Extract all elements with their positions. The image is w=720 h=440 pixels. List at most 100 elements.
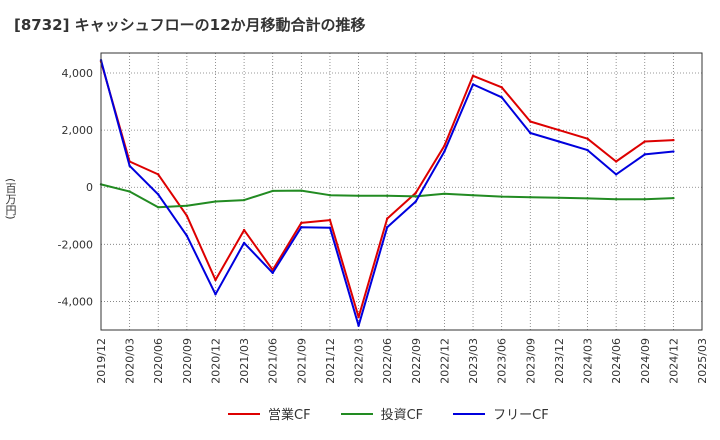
data-point-investing-cf [614,198,618,201]
data-point-free-cf [672,150,675,153]
data-point-operating-cf [672,138,675,142]
data-point-free-cf [500,96,503,99]
data-point-free-cf [242,241,246,245]
data-point-operating-cf [385,217,389,220]
y-tick-label: -2,000 [58,238,93,251]
data-point-operating-cf [157,173,160,176]
data-point-free-cf [471,83,475,86]
data-point-free-cf [185,234,189,237]
data-point-investing-cf [471,194,475,197]
data-point-investing-cf [300,189,303,192]
legend-item-investing-cf: 投資CF [340,404,424,423]
data-point-investing-cf [271,189,274,193]
data-point-investing-cf [385,194,389,197]
legend-label-investing-cf: 投資CF [380,408,424,423]
data-point-free-cf [300,225,303,229]
legend-swatch-operating-cf [228,412,260,415]
y-tick-label: -4,000 [58,295,93,308]
x-tick-label: 2022/06 [381,338,394,384]
data-point-investing-cf [414,195,418,198]
x-tick-label: 2022/03 [353,338,366,384]
data-point-free-cf [643,153,646,156]
x-tick-label: 2024/12 [667,338,680,384]
data-point-operating-cf [586,137,589,140]
data-point-investing-cf [586,197,589,200]
legend-swatch-free-cf [453,412,486,415]
x-tick-label: 2021/09 [295,338,308,384]
data-point-investing-cf [500,195,503,198]
series-line-free-cf [100,59,674,327]
x-tick-label: 2020/09 [181,338,194,384]
x-tick-label: 2021/06 [267,338,280,384]
data-point-operating-cf [214,278,217,282]
data-point-investing-cf [557,196,561,199]
data-point-operating-cf [643,140,646,143]
data-point-investing-cf [185,204,189,207]
data-point-free-cf [557,140,561,143]
x-tick-label: 2022/12 [438,338,451,384]
data-point-investing-cf [157,206,160,209]
legend-label-free-cf: フリーCF [493,408,549,423]
data-point-free-cf [214,293,217,296]
x-tick-label: 2024/09 [639,338,652,384]
x-tick-label: 2020/03 [124,338,137,384]
data-point-free-cf [328,226,332,229]
y-axis-label: (百万円) [4,178,17,220]
x-tick-label: 2022/09 [410,338,423,384]
data-point-operating-cf [557,128,561,132]
plot-frame [100,52,703,331]
data-point-investing-cf [357,194,360,197]
data-point-operating-cf [242,228,246,232]
data-point-operating-cf [357,315,360,319]
data-point-investing-cf [672,196,675,200]
x-tick-label: 2019/12 [95,338,108,384]
chart-title: [8732] キャッシュフローの12か月移動合計の推移 [14,16,366,34]
data-point-investing-cf [529,196,532,199]
x-tick-label: 2021/12 [324,338,337,384]
data-point-free-cf [443,150,446,153]
legend-item-free-cf: フリーCF [453,404,549,423]
y-tick-label: 2,000 [62,124,94,137]
x-tick-label: 2023/03 [467,338,480,384]
data-point-free-cf [414,200,418,203]
data-point-operating-cf [185,214,189,217]
x-tick-label: 2025/03 [696,338,709,384]
data-point-free-cf [357,324,360,327]
x-tick-label: 2021/03 [238,338,251,384]
data-point-free-cf [614,173,618,176]
data-point-free-cf [157,193,160,196]
x-tick-label: 2020/06 [152,338,165,384]
data-point-free-cf [529,131,532,135]
data-point-operating-cf [529,120,532,123]
y-tick-label: 4,000 [62,67,94,80]
data-point-investing-cf [328,194,332,197]
x-tick-label: 2023/09 [524,338,537,384]
data-point-operating-cf [414,191,418,195]
legend-swatch-investing-cf [340,412,373,415]
data-point-free-cf [385,225,389,229]
data-point-operating-cf [328,218,332,222]
x-tick-label: 2023/12 [553,338,566,384]
data-point-operating-cf [471,74,475,78]
legend: 営業CF 投資CF フリーCF [228,404,549,423]
data-point-investing-cf [128,190,131,193]
data-point-operating-cf [443,144,446,148]
data-point-investing-cf [214,200,217,203]
x-tick-label: 2024/03 [582,338,595,384]
x-tick-label: 2024/06 [610,338,623,384]
legend-item-operating-cf: 営業CF [228,404,311,423]
data-point-operating-cf [300,221,303,225]
legend-label-operating-cf: 営業CF [268,408,311,423]
x-tick-label: 2023/06 [496,338,509,384]
data-point-free-cf [586,148,589,152]
data-point-operating-cf [614,160,618,163]
data-point-free-cf [128,164,131,167]
data-point-investing-cf [443,192,446,195]
y-tick-label: 0 [86,181,93,194]
data-point-free-cf [271,271,274,275]
data-point-investing-cf [242,198,246,202]
data-point-operating-cf [500,86,503,89]
x-tick-label: 2020/12 [209,338,222,384]
data-point-investing-cf [643,198,646,201]
